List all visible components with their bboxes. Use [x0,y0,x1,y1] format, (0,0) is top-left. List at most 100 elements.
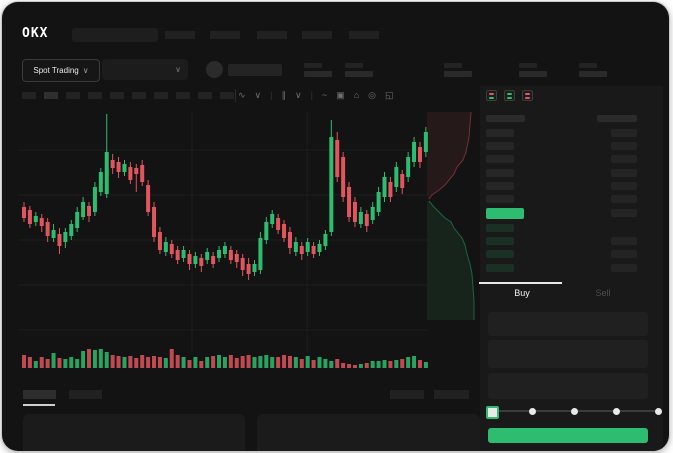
compare-icon[interactable]: ▣ [336,90,345,100]
timeframe-button-7[interactable] [154,92,168,99]
slider-stop-100[interactable] [654,408,662,415]
chevron-down-icon: ∨ [175,65,181,74]
timeframe-button-3[interactable] [66,92,80,99]
market-type-dropdown[interactable]: Spot Trading ∨ [22,59,100,82]
candle [258,238,263,270]
amount-slider-handle[interactable] [486,406,499,419]
search-input[interactable] [72,28,158,42]
nav-item-5[interactable] [349,31,379,39]
bid-price-row[interactable] [486,224,514,232]
ask-price-row[interactable] [486,142,514,150]
depth-chart[interactable] [427,112,483,334]
ticker-stat-3 [444,63,474,79]
tab-sell[interactable]: Sell [595,288,611,298]
volume-bar [146,357,151,368]
nav-item-2[interactable] [210,31,240,39]
chevron-down-icon: ∨ [82,66,89,75]
timeframe-button-9[interactable] [198,92,212,99]
candlestick-chart[interactable] [18,112,428,374]
amount-input[interactable] [488,340,648,368]
price-input[interactable] [488,312,648,336]
nav-item-3[interactable] [257,31,287,39]
bottom-tab-open-orders[interactable] [23,390,56,399]
book-view-bids-icon[interactable] [504,90,515,101]
ask-price-row[interactable] [486,129,514,137]
fullscreen-icon[interactable]: ◱ [385,90,394,100]
pair-dropdown[interactable]: ∨ [102,59,188,80]
nav-item-4[interactable] [302,31,332,39]
volume-bar [406,357,411,368]
volume-bar [423,362,428,368]
chevron-down-icon[interactable]: ∨ [294,90,302,100]
slider-stop-50[interactable] [571,408,578,415]
total-input[interactable] [488,373,648,399]
candle [358,212,363,224]
chevron-down-icon[interactable]: ∨ [254,90,262,100]
candle [193,256,198,264]
candle [92,187,97,212]
stat-value [519,71,547,77]
candle [323,234,328,246]
volume-bar [341,363,346,368]
candle [252,264,257,272]
candle [169,244,174,254]
settings-icon[interactable]: ◎ [368,90,376,100]
timeframe-button-2[interactable] [44,92,58,99]
timeframe-button-4[interactable] [88,92,102,99]
bottom-action-2[interactable] [434,390,469,399]
ticker-stat-2 [345,63,375,79]
candle [406,157,411,177]
ask-price-row[interactable] [486,195,514,203]
last-price-badge[interactable] [486,208,524,219]
timeframe-button-5[interactable] [110,92,124,99]
volume-bar [128,356,133,368]
slider-stop-75[interactable] [612,408,620,415]
chart-type-line-icon[interactable]: ∿ [238,90,246,100]
candle [240,258,245,270]
candle [228,250,233,260]
buy-submit-button[interactable] [488,428,648,443]
bid-price-row[interactable] [486,250,514,258]
candle [282,224,287,238]
nav-item-1[interactable] [165,31,195,39]
volume-bar [228,355,233,368]
book-view-asks-icon[interactable] [522,90,533,101]
ask-price-row[interactable] [486,182,514,190]
timeframe-button-1[interactable] [22,92,36,99]
snapshot-icon[interactable]: ⌂ [353,90,360,100]
ask-price-row[interactable] [486,169,514,177]
orderbook-header-left [486,115,525,122]
candle [57,234,62,246]
candle [51,230,56,238]
bid-amount-cell [611,237,637,245]
candle [412,142,417,162]
timeframe-button-10[interactable] [220,92,234,99]
ask-amount-cell [611,129,637,137]
volume-bar [364,363,369,368]
ask-price-row[interactable] [486,155,514,163]
bid-price-row[interactable] [486,237,514,245]
volume-bar [394,360,399,368]
volume-bar [63,359,68,368]
candle-type-icon[interactable]: ∥ [281,90,286,100]
bottom-action-1[interactable] [390,390,424,399]
bid-price-row[interactable] [486,264,514,272]
timeframe-button-6[interactable] [132,92,146,99]
volume-bar [323,359,328,368]
bottom-tab-order-history[interactable] [69,390,102,399]
book-view-combined-icon[interactable] [486,90,497,101]
candle [98,172,103,192]
candle [163,242,168,252]
candle [104,152,109,194]
ticker-stat-5 [579,63,609,79]
tab-buy[interactable]: Buy [514,288,530,298]
volume-bar [370,361,375,368]
volume-bar [222,357,227,368]
volume-bar [299,359,304,368]
candle [329,137,334,232]
slider-stop-25[interactable] [529,408,537,415]
candle [87,206,92,216]
indicator-icon[interactable]: ~ [321,90,328,100]
toolbar-divider [235,89,236,102]
timeframe-button-8[interactable] [176,92,190,99]
